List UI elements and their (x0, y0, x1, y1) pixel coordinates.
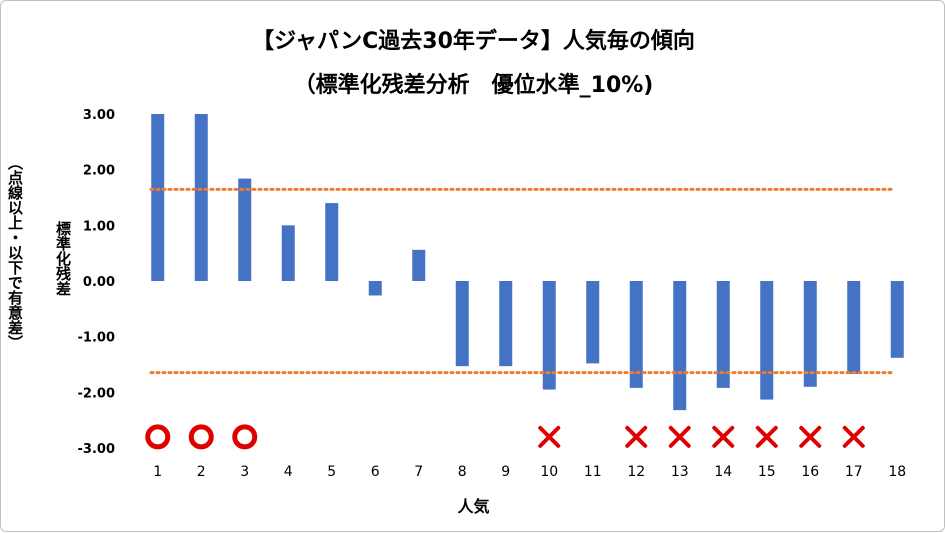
x-tick-label: 8 (458, 464, 467, 480)
y-tick-label: 0.00 (83, 275, 115, 290)
x-tick-label: 14 (714, 464, 732, 480)
y-tick-label: -1.00 (78, 331, 115, 346)
cross-marker (842, 425, 865, 448)
circle-marker (188, 424, 214, 450)
y-tick-label: 2.00 (83, 164, 115, 179)
circle-marker (232, 424, 258, 450)
x-tick-label: 6 (371, 464, 380, 480)
x-tick-label: 11 (584, 464, 602, 480)
bar (412, 249, 426, 281)
bar (151, 114, 165, 281)
x-tick-label: 18 (888, 464, 906, 480)
y-tick-label: -3.00 (78, 442, 115, 457)
x-tick-label: 13 (671, 464, 689, 480)
y-axis-label: 標準化残差 (54, 221, 72, 296)
x-tick-label: 2 (197, 464, 206, 480)
y-tick-label: -2.00 (78, 386, 115, 401)
y-axis-sublabel: （点線以上・以下で有意差） (6, 155, 24, 350)
x-tick-label: 9 (501, 464, 510, 480)
bar (325, 203, 339, 281)
x-tick-label: 3 (240, 464, 249, 480)
bar (542, 281, 556, 390)
cross-marker (668, 425, 691, 448)
x-tick-label: 1 (153, 464, 162, 480)
bar (803, 281, 817, 387)
bar (760, 281, 774, 400)
cross-marker (625, 425, 648, 448)
chart-title-line1: 【ジャパンC過去30年データ】人気毎の傾向 (252, 29, 695, 54)
chart-title-line2: （標準化残差分析 優位水準_10%) (293, 73, 654, 98)
y-tick-label: 1.00 (83, 219, 115, 234)
cross-marker (712, 425, 735, 448)
x-tick-label: 5 (327, 464, 336, 480)
bar (194, 114, 208, 281)
bar (499, 281, 513, 367)
x-tick-label: 12 (627, 464, 645, 480)
x-tick-label: 17 (845, 464, 863, 480)
x-tick-label: 4 (284, 464, 293, 480)
circle-marker (145, 424, 171, 450)
bar (281, 225, 295, 281)
bar (368, 281, 382, 296)
bar (716, 281, 730, 388)
x-axis-label: 人気 (457, 497, 490, 516)
x-tick-label: 10 (540, 464, 558, 480)
x-tick-label: 16 (801, 464, 819, 480)
cross-marker (538, 425, 561, 448)
y-tick-label: 3.00 (83, 108, 115, 123)
cross-marker (799, 425, 822, 448)
x-tick-label: 7 (414, 464, 423, 480)
cross-marker (755, 425, 778, 448)
bar (586, 281, 600, 364)
bar (455, 281, 469, 367)
y-axis-label-group: 標準化残差 （点線以上・以下で有意差） (1, 155, 85, 411)
bar (890, 281, 904, 358)
bar (847, 281, 861, 374)
bar (238, 178, 252, 281)
x-tick-label: 15 (758, 464, 776, 480)
bar (629, 281, 643, 388)
bar (673, 281, 687, 411)
